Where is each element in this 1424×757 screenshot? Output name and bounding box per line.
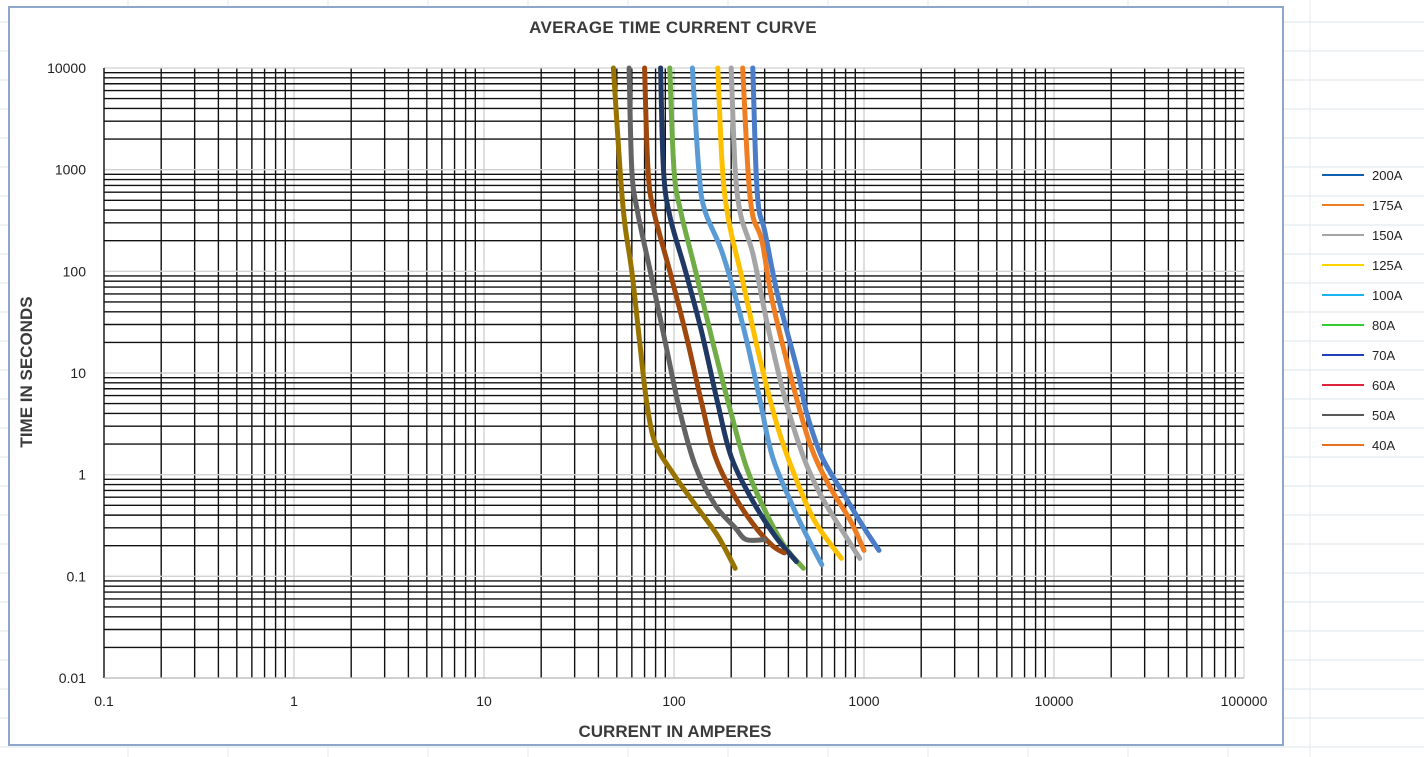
legend-label: 80A [1372, 317, 1396, 333]
legend-item: 150A [1322, 220, 1418, 250]
legend: 200A 175A 150A 125A 100A 80A 70A 60A 50A… [1322, 160, 1418, 460]
series-line-60a [642, 65, 787, 556]
y-axis-title: TIME IN SECONDS [17, 296, 36, 448]
series-line-80a [667, 65, 806, 571]
y-tick-label: 10 [70, 365, 86, 381]
y-tick-label: 1000 [55, 162, 86, 178]
series-line-125a [715, 65, 844, 561]
legend-item: 70A [1322, 340, 1418, 370]
series-lines [610, 65, 882, 571]
x-tick-label: 100000 [1221, 693, 1268, 709]
series-line-175a [740, 65, 867, 553]
legend-swatch [1322, 414, 1364, 416]
y-tick-label: 100 [63, 263, 87, 279]
legend-label: 150A [1372, 227, 1403, 243]
series-line-200a [750, 65, 882, 553]
x-axis-title: CURRENT IN AMPERES [578, 722, 772, 741]
legend-item: 60A [1322, 370, 1418, 400]
legend-swatch [1322, 324, 1364, 326]
legend-item: 50A [1322, 400, 1418, 430]
legend-label: 200A [1372, 167, 1403, 183]
legend-swatch [1322, 174, 1364, 176]
series-line-40a [610, 65, 738, 571]
legend-swatch [1322, 264, 1364, 266]
x-tick-label: 1 [290, 693, 298, 709]
y-tick-label: 0.1 [67, 568, 87, 584]
legend-label: 100A [1372, 287, 1403, 303]
chart-title: AVERAGE TIME CURRENT CURVE [529, 18, 817, 37]
legend-swatch [1322, 354, 1364, 356]
legend-swatch [1322, 234, 1364, 236]
legend-label: 70A [1372, 347, 1396, 363]
legend-item: 40A [1322, 430, 1418, 460]
y-tick-label: 10000 [47, 60, 86, 76]
y-tick-label: 1 [78, 467, 86, 483]
series-line-50a [626, 65, 768, 543]
series-line-150a [728, 65, 863, 561]
legend-item: 100A [1322, 280, 1418, 310]
legend-item: 175A [1322, 190, 1418, 220]
legend-label: 125A [1372, 257, 1403, 273]
legend-label: 175A [1372, 197, 1403, 213]
x-tick-label: 1000 [848, 693, 879, 709]
legend-swatch [1322, 384, 1364, 386]
legend-item: 125A [1322, 250, 1418, 280]
x-tick-label: 0.1 [94, 693, 114, 709]
legend-label: 40A [1372, 437, 1396, 453]
legend-label: 60A [1372, 377, 1396, 393]
x-tick-label: 10000 [1035, 693, 1074, 709]
legend-item: 200A [1322, 160, 1418, 190]
legend-swatch [1322, 294, 1364, 296]
legend-label: 50A [1372, 407, 1396, 423]
legend-swatch [1322, 204, 1364, 206]
x-tick-label: 10 [476, 693, 492, 709]
y-tick-label: 0.01 [59, 670, 86, 686]
series-line-100a [689, 65, 825, 568]
x-tick-label: 100 [662, 693, 686, 709]
legend-item: 80A [1322, 310, 1418, 340]
legend-swatch [1322, 444, 1364, 446]
series-line-70a [658, 65, 799, 564]
